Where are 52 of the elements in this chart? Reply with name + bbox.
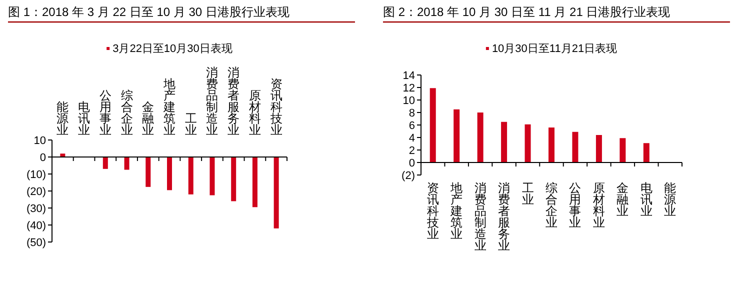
- bar: [430, 88, 436, 162]
- y-tick-label: (50): [26, 237, 46, 249]
- bar: [643, 143, 650, 162]
- y-tick-label: 0: [40, 152, 46, 164]
- x-tick-label: 金融业: [142, 100, 154, 137]
- y-tick-label: 10: [402, 95, 415, 107]
- legend-label: 3月22日至10月30日表现: [112, 42, 232, 55]
- x-tick-label: 地产建筑业: [450, 181, 463, 241]
- y-tick-label: (20): [26, 186, 46, 198]
- x-tick-label: 资讯科技业: [426, 181, 439, 241]
- x-tick-label: 能源业: [664, 181, 676, 218]
- bar: [477, 112, 484, 162]
- bar: [548, 128, 554, 162]
- x-tick-label: 电讯业: [640, 181, 652, 218]
- x-tick-label: 综合企业: [546, 181, 558, 230]
- y-tick-label: 12: [402, 82, 415, 94]
- x-tick-label: 原材料业: [248, 88, 261, 137]
- x-tick-label: 金融业: [616, 181, 629, 218]
- x-tick-label: 能源业: [56, 100, 69, 137]
- y-tick-label: (40): [26, 220, 46, 232]
- bar: [454, 109, 460, 162]
- bar: [620, 138, 626, 162]
- y-tick-label: (10): [26, 169, 46, 181]
- x-tick-label: 公用事业: [569, 181, 582, 230]
- bar: [596, 135, 602, 162]
- x-tick-label: 地产建筑业: [162, 77, 176, 137]
- x-tick-label: 工业: [184, 112, 197, 137]
- chart-title: 图 2：2018 年 10 月 30 日至 11 月 21 日港股行业表现: [383, 5, 670, 19]
- chart-title: 图 1：2018 年 3 月 22 日至 10 月 30 日港股行业表现: [8, 5, 290, 19]
- y-tick-label: 8: [408, 108, 415, 120]
- y-tick-label: 14: [402, 70, 415, 82]
- x-tick-label: 电讯业: [78, 100, 90, 137]
- y-tick-label: (30): [26, 203, 46, 215]
- x-tick-label: 消费品制造业: [206, 66, 218, 137]
- bar: [524, 124, 531, 162]
- x-tick-label: 工业: [522, 181, 534, 206]
- x-tick-label: 综合企业: [120, 88, 133, 137]
- y-tick-label: 4: [408, 132, 415, 144]
- y-tick-label: (2): [402, 170, 415, 182]
- y-tick-label: 2: [408, 145, 415, 157]
- y-tick-label: 0: [408, 158, 415, 170]
- y-tick-label: 6: [408, 120, 415, 132]
- x-tick-label: 资讯科技业: [269, 77, 282, 137]
- x-tick-label: 公用事业: [99, 88, 112, 137]
- x-tick-label: 消费者服务业: [498, 181, 510, 252]
- bar: [501, 122, 508, 162]
- x-tick-label: 原材料业: [592, 181, 605, 230]
- bar: [572, 132, 578, 162]
- x-tick-label: 消费品制造业: [474, 181, 486, 252]
- legend-label: 10月30日至11月21日表现: [492, 42, 618, 55]
- x-tick-label: 消费者服务业: [228, 66, 240, 137]
- y-tick-label: 10: [34, 135, 46, 147]
